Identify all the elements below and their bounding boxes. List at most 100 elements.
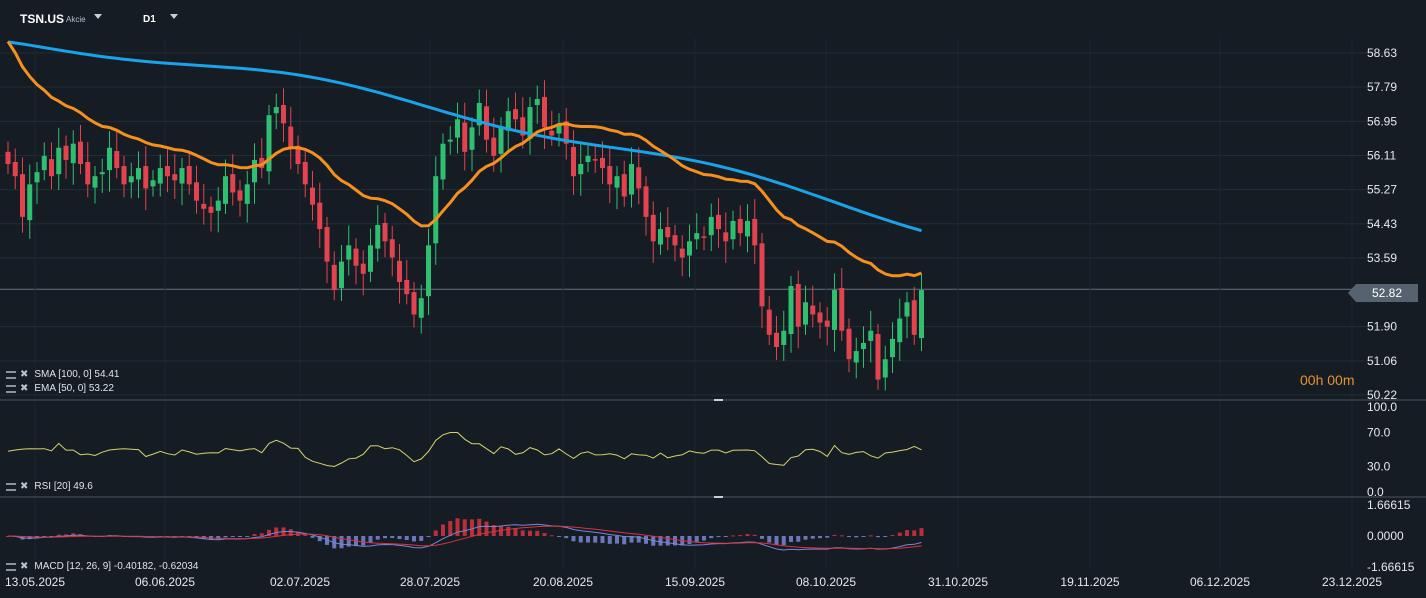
macd-bar <box>687 536 692 544</box>
macd-bar <box>818 536 822 539</box>
macd-bar <box>629 536 634 543</box>
candle-body <box>223 176 228 204</box>
candle-body <box>730 220 736 240</box>
macd-bar <box>905 530 909 536</box>
candle-body <box>723 232 729 242</box>
candle-body <box>85 161 91 185</box>
macd-tick-label: -1.66615 <box>1367 560 1415 574</box>
close-icon[interactable]: ✖ <box>20 561 29 572</box>
candle-body <box>882 359 888 378</box>
macd-bar <box>883 536 888 537</box>
time-tick-label: 31.10.2025 <box>928 575 988 589</box>
macd-bar <box>404 536 409 541</box>
time-tick-label: 20.08.2025 <box>533 575 593 589</box>
time-tick-label: 15.09.2025 <box>665 575 725 589</box>
candle-body <box>273 107 279 114</box>
timeframe-label[interactable]: D1 <box>143 14 156 25</box>
candle-body <box>824 320 830 327</box>
macd-bar <box>890 535 895 537</box>
candle-body <box>252 159 257 183</box>
macd-bar <box>238 536 242 538</box>
candle-body <box>92 176 98 188</box>
candle-body <box>179 168 185 184</box>
price-tick-label: 51.06 <box>1367 354 1397 368</box>
candle-body <box>578 164 584 175</box>
candle-body <box>462 122 468 152</box>
candle-body <box>375 225 381 249</box>
timeframe-dropdown-icon[interactable] <box>170 14 178 19</box>
macd-bar <box>56 534 61 536</box>
macd-bar <box>259 533 264 536</box>
macd-bar <box>607 536 612 544</box>
candle-body <box>636 167 642 189</box>
candle-body <box>679 248 685 258</box>
macd-bar <box>361 536 366 546</box>
candle-body <box>310 187 315 205</box>
candle-body <box>447 139 453 142</box>
macd-bar <box>549 535 554 537</box>
macd-bar <box>303 534 308 536</box>
candle-body <box>433 176 439 244</box>
candle-body <box>404 279 410 295</box>
candle-body <box>99 172 105 175</box>
candle-body <box>491 137 497 156</box>
candle-body <box>839 288 845 331</box>
macd-bar <box>600 536 605 543</box>
candle-body <box>766 309 772 335</box>
symbol-dropdown-icon[interactable] <box>94 14 102 19</box>
time-tick-label: 08.10.2025 <box>796 575 856 589</box>
settings-icon[interactable] <box>6 562 16 571</box>
macd-bar <box>390 536 395 538</box>
candle-body <box>890 338 895 358</box>
time-tick-label: 23.12.2025 <box>1322 575 1382 589</box>
candle-body <box>201 203 207 209</box>
sma-legend[interactable]: ✖ SMA [100, 0] 54.41 <box>6 369 119 380</box>
toolbar: TSN.US Akcie D1 <box>0 0 1426 36</box>
rsi-legend[interactable]: ✖ RSI [20] 49.6 <box>6 481 93 492</box>
macd-bar <box>825 536 830 538</box>
settings-icon[interactable] <box>6 384 16 393</box>
time-axis: 13.05.2025 06.06.2025 02.07.2025 28.07.2025… <box>5 575 1382 589</box>
settings-icon[interactable] <box>6 370 16 379</box>
macd-bar <box>484 521 489 536</box>
candle-body <box>701 236 707 238</box>
macd-bar <box>325 536 329 545</box>
close-icon[interactable]: ✖ <box>20 369 29 380</box>
candle-body <box>5 151 11 165</box>
sma-legend-text: SMA [100, 0] 54.41 <box>34 369 120 380</box>
macd-bar <box>470 519 474 536</box>
candle-body <box>455 119 460 138</box>
candle-body <box>63 145 69 160</box>
macd-histogram <box>6 518 924 549</box>
candle-body <box>368 245 373 272</box>
pane-separators <box>0 399 1426 498</box>
macd-bar <box>716 536 721 538</box>
macd-bar <box>267 529 271 536</box>
candle-body <box>513 109 518 120</box>
macd-bar <box>861 536 866 537</box>
macd-bar <box>571 536 576 542</box>
macd-bar <box>528 530 532 536</box>
macd-bar <box>694 536 699 543</box>
close-icon[interactable]: ✖ <box>20 383 29 394</box>
candle-body <box>745 220 750 237</box>
time-tick-label: 19.11.2025 <box>1060 575 1119 589</box>
candle-body <box>774 332 779 348</box>
rsi-tick-label: 30.0 <box>1367 460 1391 474</box>
last-price-tag: 52.82 <box>1348 284 1418 302</box>
settings-icon[interactable] <box>6 482 16 491</box>
ema-line <box>6 40 923 278</box>
candle-body <box>476 103 482 126</box>
macd-bar <box>230 536 235 537</box>
candle-body <box>440 143 446 180</box>
close-icon[interactable]: ✖ <box>20 481 29 492</box>
candle-body <box>215 200 221 211</box>
symbol-label[interactable]: TSN.US <box>20 12 65 26</box>
macd-legend[interactable]: ✖ MACD [12, 26, 9] -0.40182, -0.62034 <box>6 561 198 572</box>
macd-bar <box>426 536 431 538</box>
macd-bar <box>810 536 815 539</box>
ema-legend[interactable]: ✖ EMA [50, 0] 53.22 <box>6 383 114 394</box>
macd-bar <box>557 536 561 537</box>
macd-bar <box>876 536 880 538</box>
